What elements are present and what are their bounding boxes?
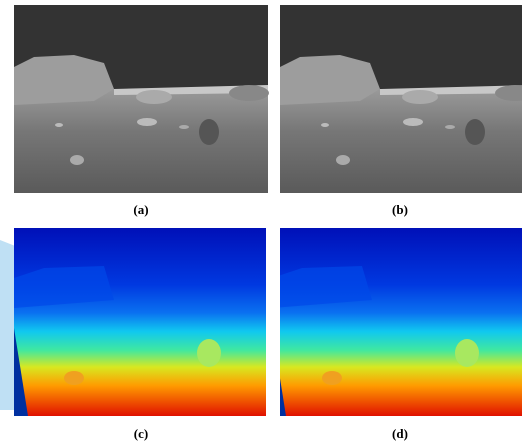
panel-label: (a) [133, 202, 148, 217]
panel-label: (c) [134, 426, 148, 441]
image-d [272, 228, 522, 416]
panel-label: (d) [392, 426, 408, 441]
panel-label: (b) [392, 202, 408, 217]
image-c [14, 228, 268, 416]
image-a [14, 5, 269, 193]
figure: (a) (b) (c) (d) [0, 0, 522, 443]
image-b [280, 5, 522, 193]
gutter [266, 228, 280, 418]
page: {"figure": {"panels": [{"label": "(a)"},… [0, 0, 522, 443]
